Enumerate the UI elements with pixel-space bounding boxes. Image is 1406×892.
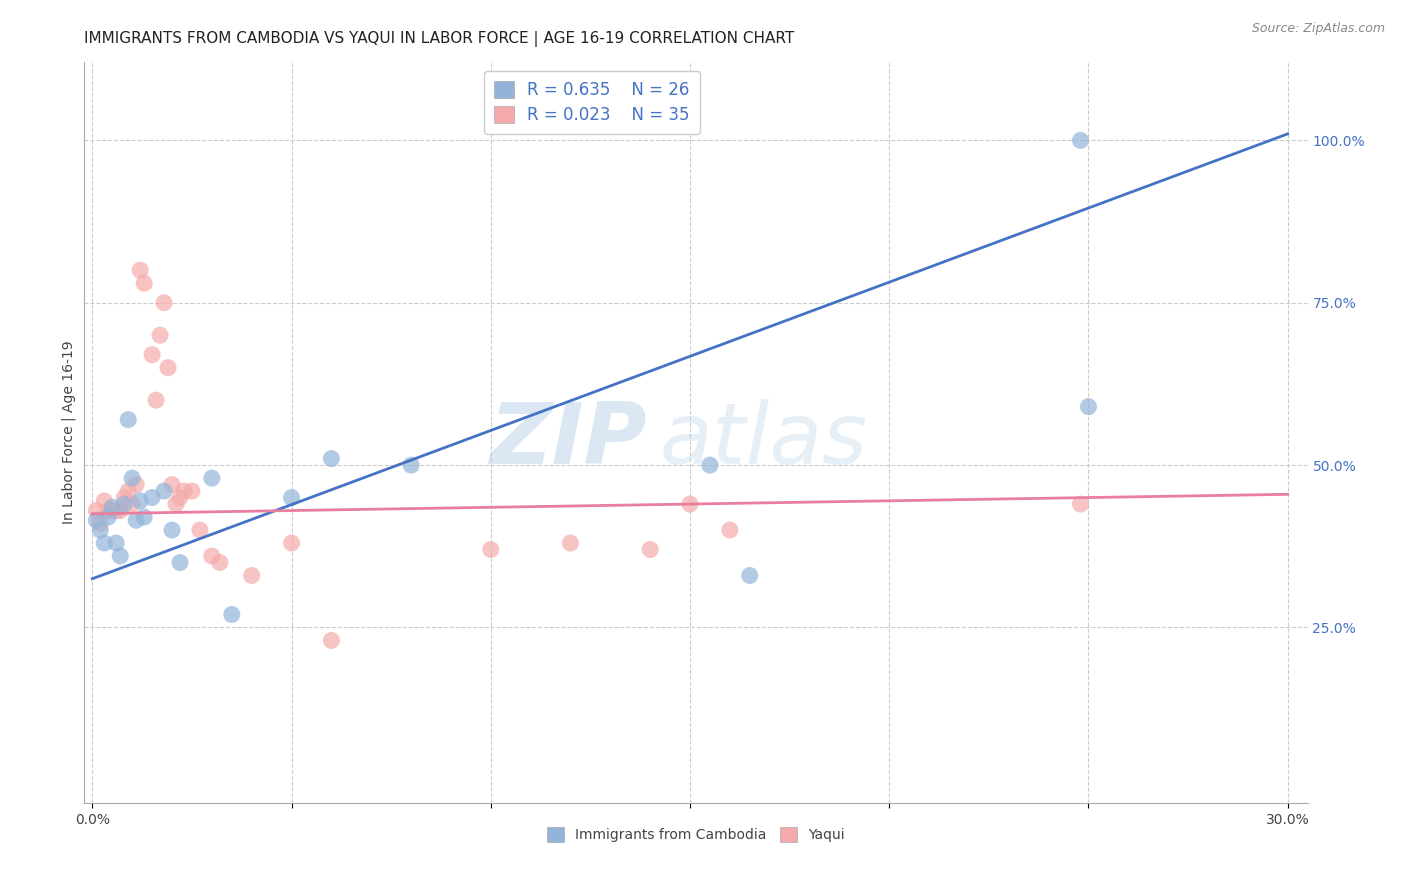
Point [1077,400,1099,414]
Point [89,516,111,531]
Point [125,477,148,491]
Point [169,556,191,570]
Point [129,493,152,508]
Point [134,510,156,524]
Point [129,263,152,277]
Point [112,497,135,511]
Text: IMMIGRANTS FROM CAMBODIA VS YAQUI IN LABOR FORCE | AGE 16-19 CORRELATION CHART: IMMIGRANTS FROM CAMBODIA VS YAQUI IN LAB… [84,31,794,47]
Point [201,549,224,563]
Point [321,451,343,466]
Point [699,458,721,472]
Point [638,542,661,557]
Point [738,568,761,582]
Point [280,491,302,505]
Point [149,328,172,343]
Point [121,497,143,511]
Point [157,360,180,375]
Point [125,513,148,527]
Point [1069,497,1091,511]
Point [201,471,224,485]
Point [93,536,115,550]
Point [188,523,211,537]
Point [221,607,243,622]
Legend: Immigrants from Cambodia, Yaqui: Immigrants from Cambodia, Yaqui [541,822,851,847]
Text: Source: ZipAtlas.com: Source: ZipAtlas.com [1251,22,1385,36]
Point [208,556,231,570]
Point [117,484,139,499]
Point [86,503,108,517]
Point [718,523,741,537]
Point [101,500,124,515]
Text: ZIP: ZIP [489,399,647,482]
Point [141,491,163,505]
Point [153,484,176,499]
Point [160,523,183,537]
Point [117,412,139,426]
Point [679,497,702,511]
Point [240,568,263,582]
Point [86,513,108,527]
Point [105,503,128,517]
Point [93,493,115,508]
Point [1069,133,1091,147]
Point [121,471,143,485]
Point [89,523,111,537]
Point [169,491,191,505]
Point [110,503,132,517]
Point [101,503,124,517]
Point [112,491,135,505]
Point [181,484,204,499]
Point [173,484,195,499]
Y-axis label: In Labor Force | Age 16-19: In Labor Force | Age 16-19 [62,341,76,524]
Point [165,497,187,511]
Text: atlas: atlas [659,399,868,482]
Point [141,348,163,362]
Point [153,295,176,310]
Point [399,458,422,472]
Point [560,536,582,550]
Point [105,536,128,550]
Point [97,503,120,517]
Point [160,477,183,491]
Point [97,510,120,524]
Point [280,536,302,550]
Point [321,633,343,648]
Point [145,393,167,408]
Point [134,277,156,291]
Point [479,542,502,557]
Point [110,549,132,563]
